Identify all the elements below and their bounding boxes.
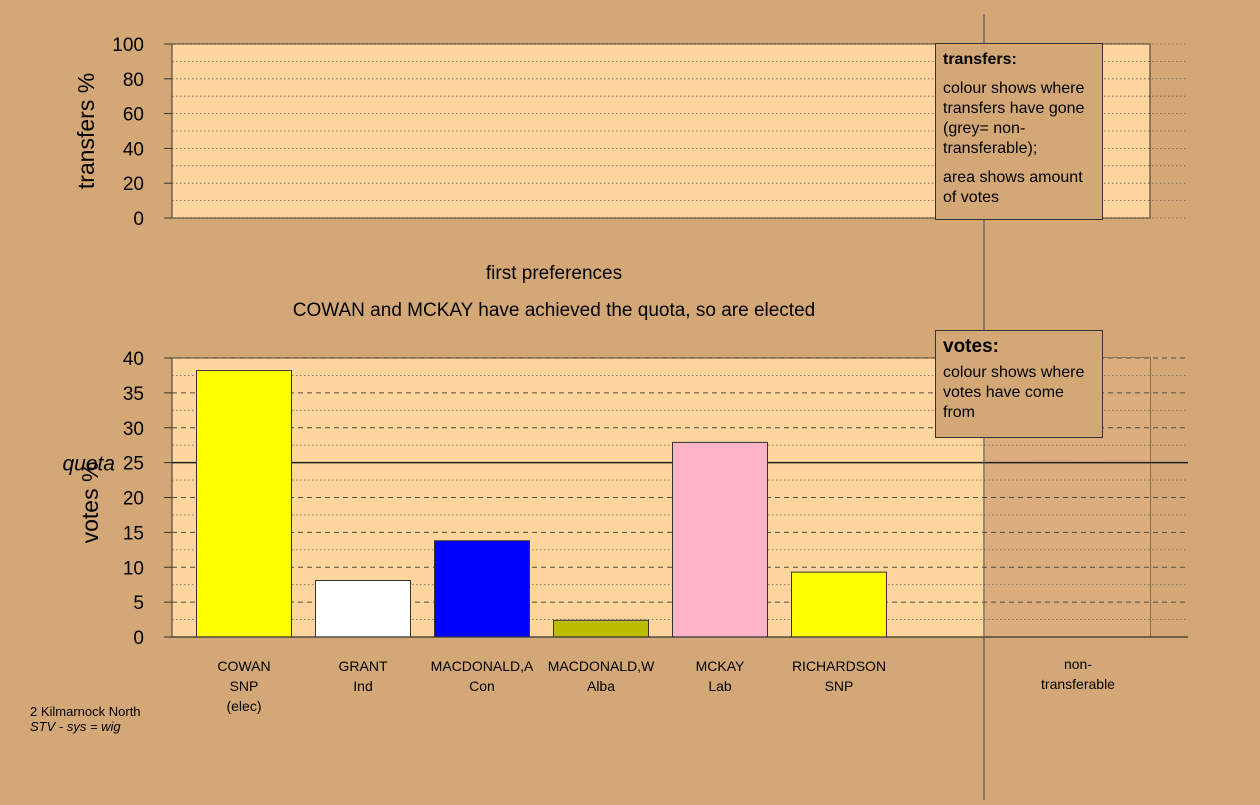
category-label: MACDONALD,A [431, 658, 534, 674]
category-label: SNP [825, 678, 854, 694]
transfers-tick-label: 100 [112, 35, 144, 56]
transfers-legend-text-area: area shows amount of votes [943, 169, 1083, 206]
quota-label: quota [62, 453, 115, 476]
transfers-legend: transfers: colour shows where transfers … [935, 43, 1103, 220]
transfers-legend-title: transfers: [943, 51, 1017, 68]
votes-tick-label: 40 [123, 349, 144, 370]
votes-tick-label: 30 [123, 419, 144, 440]
category-label: Lab [708, 678, 732, 694]
category-label: Ind [353, 678, 372, 694]
footnote: 2 Kilmarnock North STV - sys = wig [30, 704, 141, 734]
transfers-axis-label: transfers % [73, 73, 99, 189]
transfers-tick-label: 0 [133, 209, 144, 230]
category-label: MCKAY [696, 658, 745, 674]
category-label: RICHARDSON [792, 658, 886, 674]
vote-bar [791, 571, 887, 638]
votes-tick-label: 5 [133, 593, 144, 614]
chart-headline: COWAN and MCKAY have achieved the quota,… [293, 300, 815, 321]
votes-legend-text: colour shows where votes have come from [943, 364, 1085, 421]
transfers-tick-label: 60 [123, 105, 144, 126]
category-label: GRANT [339, 658, 388, 674]
votes-tick-label: 15 [123, 523, 144, 544]
votes-tick-label: 35 [123, 384, 144, 405]
vote-bar [672, 441, 768, 638]
category-label: COWAN [217, 658, 270, 674]
transfers-tick-label: 20 [123, 174, 144, 195]
votes-tick-label: 10 [123, 558, 144, 579]
category-label: Con [469, 678, 495, 694]
transfers-legend-text: colour shows where transfers have gone (… [943, 80, 1085, 157]
category-label: (elec) [226, 698, 261, 714]
chart-subtitle: first preferences [486, 263, 622, 284]
votes-legend: votes: colour shows where votes have com… [935, 330, 1103, 438]
footnote-system: STV - sys = wig [30, 719, 121, 734]
transfers-tick-label: 40 [123, 139, 144, 160]
transfers-tick-label: 80 [123, 70, 144, 91]
nontransferable-label: transferable [1041, 676, 1115, 692]
vote-bar [196, 370, 292, 638]
votes-tick-label: 0 [133, 628, 144, 649]
nontransferable-label: non- [1064, 656, 1092, 672]
category-label: Alba [587, 678, 615, 694]
category-label: MACDONALD,W [548, 658, 655, 674]
vote-bar [434, 540, 530, 638]
votes-tick-label: 25 [123, 454, 144, 475]
vote-bar [553, 619, 649, 638]
votes-axis-label: votes % [77, 462, 103, 544]
vote-bar [315, 580, 411, 638]
votes-legend-title: votes: [943, 336, 999, 357]
category-label: SNP [230, 678, 259, 694]
votes-tick-label: 20 [123, 489, 144, 510]
footnote-ward: 2 Kilmarnock North [30, 704, 141, 719]
